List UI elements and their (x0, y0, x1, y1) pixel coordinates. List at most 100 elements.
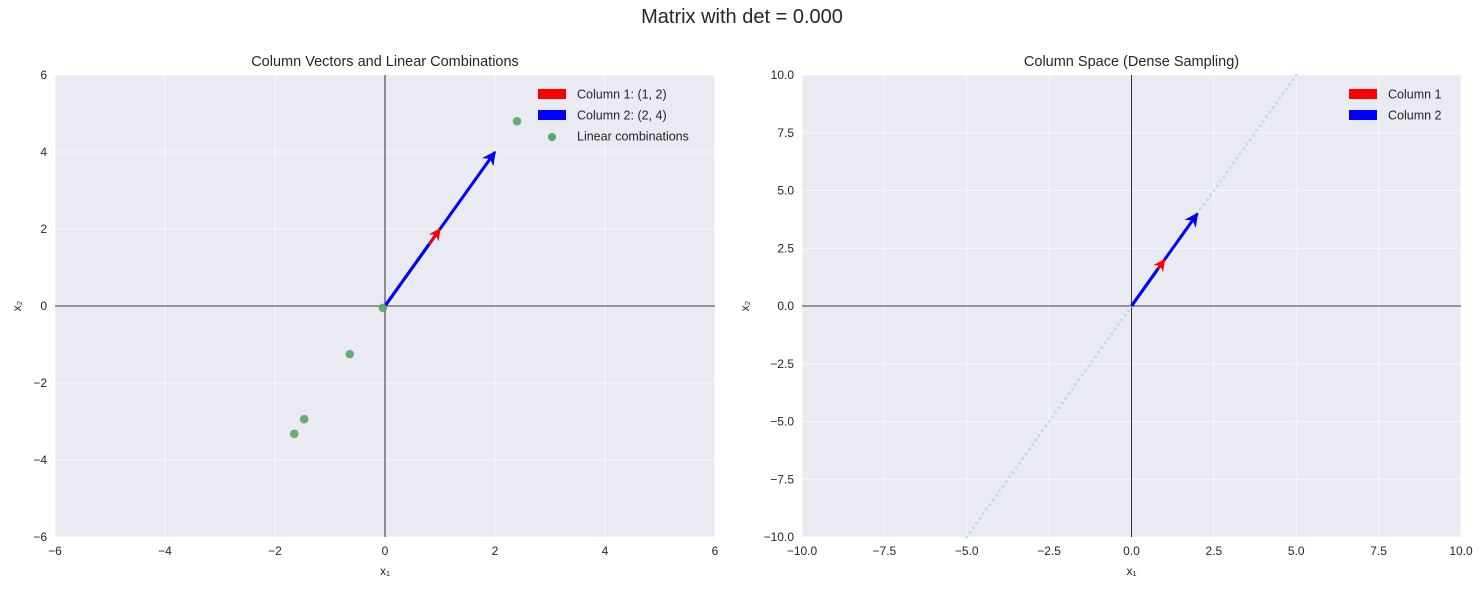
sample-point (1242, 147, 1246, 151)
sample-point (1255, 128, 1259, 132)
y-tick-label: 6 (40, 68, 47, 82)
sample-point (1113, 327, 1117, 331)
sample-point (1209, 193, 1213, 197)
sample-point (1271, 105, 1275, 109)
x-axis-label: x₁ (1126, 564, 1136, 578)
sample-point (985, 507, 989, 511)
sample-point (1064, 396, 1068, 400)
sample-point (1004, 480, 1008, 484)
sample-point (1278, 96, 1282, 100)
y-axis-label: x₂ (738, 300, 752, 311)
x-tick-label: 4 (602, 544, 609, 558)
sample-point (1054, 410, 1058, 414)
sample-point (1199, 207, 1203, 211)
sample-point (1021, 456, 1025, 460)
sample-point (1232, 161, 1236, 165)
chart-panel-2: −10.0 −7.5 −5.0 −2.5 0.0 2.5 5.0 7.5 10.0 −10.0 −7… (738, 54, 1473, 578)
sample-point (1218, 179, 1222, 183)
sample-point (1077, 378, 1081, 382)
sample-point (1073, 383, 1077, 387)
sample-point (1258, 124, 1262, 128)
axes-title: Column Vectors and Linear Combinations (251, 54, 519, 70)
y-tick-label: −2 (33, 376, 47, 390)
sample-point (1050, 415, 1054, 419)
legend-swatch-column-2 (538, 110, 566, 120)
y-tick-label: 0 (40, 299, 47, 313)
y-tick-label: 10.0 (771, 68, 795, 82)
x-tick-label: −2 (268, 544, 282, 558)
sample-point (1106, 336, 1110, 340)
sample-point (1294, 73, 1298, 77)
sample-point (1245, 142, 1249, 146)
sample-point (1110, 332, 1114, 336)
sample-point (1024, 452, 1028, 456)
legend-swatch-column-1 (538, 89, 566, 99)
sample-point (1100, 346, 1104, 350)
legend-label: Column 2 (1388, 109, 1442, 123)
x-tick-label: −2.5 (1037, 544, 1061, 558)
sample-point (968, 530, 972, 534)
sample-point (975, 521, 979, 525)
y-tick-label: −5.0 (770, 415, 794, 429)
sample-point (998, 489, 1002, 493)
x-tick-label: −7.5 (873, 544, 897, 558)
sample-point (1291, 78, 1295, 82)
x-tick-label: 10.0 (1449, 544, 1473, 558)
sample-point (1093, 355, 1097, 359)
y-tick-label: −4 (33, 453, 47, 467)
sample-point (1268, 110, 1272, 114)
sample-point (1057, 406, 1061, 410)
y-tick-label: 4 (40, 145, 47, 159)
sample-point (1205, 198, 1209, 202)
sample-point (1034, 438, 1038, 442)
sample-point (978, 517, 982, 521)
sample-point (1087, 364, 1091, 368)
linear-combination-points (289, 116, 522, 439)
sample-point (1225, 170, 1229, 174)
sample-point (1011, 470, 1015, 474)
sample-point (1120, 318, 1124, 322)
sample-point (1080, 373, 1084, 377)
y-tick-label: 0.0 (777, 299, 794, 313)
sample-point (1097, 350, 1101, 354)
sample-point (1116, 322, 1120, 326)
data-point (378, 303, 388, 313)
y-tick-label: −2.5 (770, 357, 794, 371)
figure-suptitle: Matrix with det = 0.000 (641, 6, 843, 28)
x-tick-label: −6 (48, 544, 62, 558)
legend: Column 1: (1, 2) Column 2: (2, 4) Linear c… (538, 88, 689, 144)
chart-panel-1: −6 −4 −2 0 2 4 6 −6 −4 −2 0 2 4 6 Column Vectors and L… (10, 54, 719, 578)
data-point (289, 429, 299, 439)
x-tick-label: 0.0 (1123, 544, 1140, 558)
sample-point (1202, 202, 1206, 206)
column-2-vector-overlay (1130, 268, 1160, 307)
x-tick-label: 7.5 (1370, 544, 1387, 558)
y-tick-label: 7.5 (777, 126, 794, 140)
sample-point (1274, 101, 1278, 105)
legend-label: Linear combinations (577, 130, 689, 144)
axes-title: Column Space (Dense Sampling) (1024, 54, 1239, 70)
sample-point (1083, 369, 1087, 373)
sample-point (1060, 401, 1064, 405)
legend-marker-linear-combinations (548, 133, 556, 141)
sample-point (1103, 341, 1107, 345)
sample-point (971, 526, 975, 530)
sample-point (1014, 466, 1018, 470)
data-point (512, 116, 522, 126)
sample-point (1044, 424, 1048, 428)
legend-label: Column 1: (1, 2) (577, 88, 667, 102)
sample-point (1031, 443, 1035, 447)
sample-point (1251, 133, 1255, 137)
x-tick-label: 0 (382, 544, 389, 558)
sample-point (1027, 447, 1031, 451)
sample-point (1070, 387, 1074, 391)
x-tick-label: −5.0 (955, 544, 979, 558)
x-tick-label: 2.5 (1206, 544, 1223, 558)
y-tick-label: 5.0 (777, 184, 794, 198)
x-tick-label: 2 (492, 544, 499, 558)
sample-point (981, 512, 985, 516)
y-tick-label: 2 (40, 222, 47, 236)
sample-point (965, 535, 969, 539)
sample-point (1047, 420, 1051, 423)
sample-point (1067, 392, 1071, 396)
